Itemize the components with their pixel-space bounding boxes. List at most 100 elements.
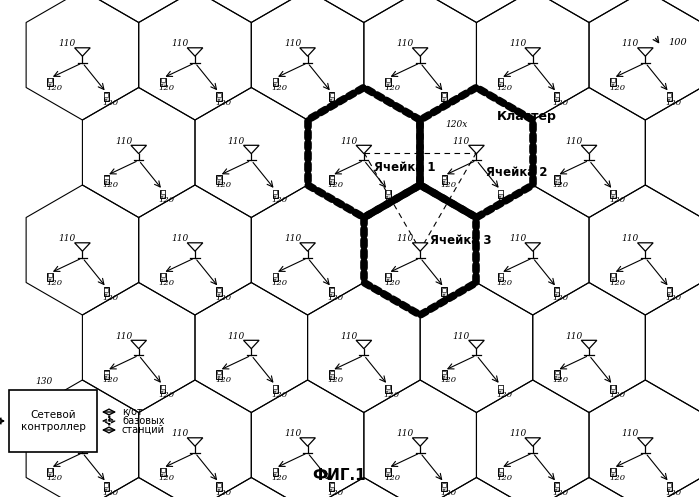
Text: Ячейка 3: Ячейка 3 <box>430 234 491 247</box>
Text: Сетевой
контроллер: Сетевой контроллер <box>20 410 85 432</box>
Bar <box>161 273 165 277</box>
Text: 120: 120 <box>553 377 569 385</box>
Text: 120: 120 <box>102 98 118 106</box>
Text: 110: 110 <box>396 234 414 243</box>
Polygon shape <box>243 340 259 349</box>
Bar <box>554 482 559 491</box>
Polygon shape <box>187 48 203 56</box>
Text: 120: 120 <box>496 84 512 92</box>
Bar <box>329 175 334 184</box>
Text: 110: 110 <box>509 234 526 243</box>
Text: 120: 120 <box>440 98 456 106</box>
Text: 120: 120 <box>553 294 569 302</box>
Bar <box>217 370 222 379</box>
Text: 110: 110 <box>171 234 189 243</box>
Bar <box>104 371 108 375</box>
Text: 100: 100 <box>668 38 686 47</box>
Bar <box>273 190 278 198</box>
Text: 110: 110 <box>284 429 301 438</box>
Bar <box>610 273 616 281</box>
Bar <box>555 371 559 375</box>
Text: 110: 110 <box>59 234 76 243</box>
Bar <box>385 78 391 86</box>
Text: 120: 120 <box>609 279 625 287</box>
Bar <box>442 370 447 379</box>
Text: 120: 120 <box>215 377 231 385</box>
Text: 120: 120 <box>496 474 512 482</box>
Text: 120: 120 <box>215 489 231 497</box>
Polygon shape <box>300 48 315 56</box>
Bar <box>386 190 390 194</box>
Bar <box>329 93 333 96</box>
Text: 120: 120 <box>384 279 400 287</box>
Bar <box>611 273 615 277</box>
Bar <box>498 273 503 277</box>
Text: 110: 110 <box>509 39 526 48</box>
Bar <box>330 175 333 179</box>
Text: 110: 110 <box>284 39 301 48</box>
Text: Кластер: Кластер <box>496 110 556 123</box>
Bar <box>329 482 334 491</box>
Text: 120x: 120x <box>445 120 468 129</box>
Text: 120: 120 <box>553 489 569 497</box>
Bar <box>385 468 391 476</box>
Bar <box>104 175 108 179</box>
Text: базовых: базовых <box>122 416 164 426</box>
Bar <box>160 190 166 198</box>
Bar <box>554 175 560 184</box>
Bar <box>273 468 278 472</box>
Polygon shape <box>300 243 315 251</box>
Text: 120: 120 <box>328 98 344 106</box>
Text: 120: 120 <box>103 181 119 189</box>
Bar <box>48 273 52 277</box>
Text: 110: 110 <box>396 429 414 438</box>
Text: станций: станций <box>122 425 165 435</box>
Text: 120: 120 <box>440 294 456 302</box>
Bar <box>385 190 391 198</box>
Text: 110: 110 <box>228 137 245 146</box>
Bar <box>498 190 503 194</box>
Bar <box>160 468 166 476</box>
Bar <box>217 175 221 179</box>
Polygon shape <box>637 48 653 56</box>
Text: 120: 120 <box>271 84 287 92</box>
Bar <box>329 483 333 487</box>
Text: 120: 120 <box>46 84 62 92</box>
Bar <box>104 483 108 487</box>
Bar <box>386 468 390 472</box>
Text: 120: 120 <box>553 98 569 106</box>
Bar <box>385 385 391 393</box>
Bar <box>554 92 559 101</box>
Bar <box>104 288 108 292</box>
Bar <box>555 93 559 96</box>
Polygon shape <box>356 145 372 154</box>
Text: 120: 120 <box>159 196 175 204</box>
Text: 120: 120 <box>496 279 512 287</box>
Text: 110: 110 <box>621 234 639 243</box>
Text: 120: 120 <box>384 196 400 204</box>
Bar <box>161 78 165 82</box>
Bar <box>329 288 333 292</box>
Text: 120: 120 <box>271 474 287 482</box>
Bar <box>667 482 672 491</box>
Text: 120: 120 <box>384 391 400 399</box>
Polygon shape <box>131 340 147 349</box>
Text: 110: 110 <box>171 429 189 438</box>
Bar <box>273 273 278 281</box>
Bar <box>216 482 222 491</box>
Bar <box>273 78 278 86</box>
Text: 110: 110 <box>453 137 470 146</box>
Text: 120: 120 <box>665 294 682 302</box>
Bar <box>667 92 672 101</box>
Text: 120: 120 <box>102 489 118 497</box>
Bar <box>668 288 672 292</box>
Bar <box>610 385 616 393</box>
Bar <box>611 468 615 472</box>
Bar <box>498 190 503 198</box>
Text: 110: 110 <box>228 331 245 340</box>
Bar <box>103 482 109 491</box>
Text: 120: 120 <box>215 98 231 106</box>
Text: 120: 120 <box>384 84 400 92</box>
Bar <box>217 371 221 375</box>
Text: 120: 120 <box>384 474 400 482</box>
